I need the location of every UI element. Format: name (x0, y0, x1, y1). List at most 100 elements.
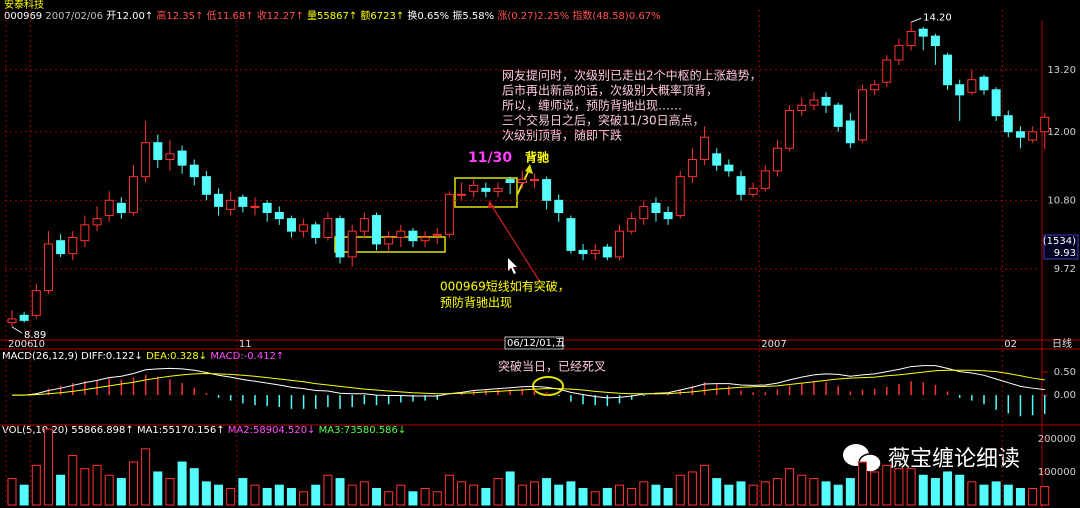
legend-item: 开12.00↑ (106, 11, 153, 22)
candle-body (274, 211, 284, 220)
volume-bar (748, 484, 758, 506)
volume-bar (882, 464, 892, 506)
legend-item: 额6723↑ (360, 9, 404, 22)
candle-body (1040, 116, 1050, 133)
volume-bar (858, 461, 867, 506)
volume-bar (444, 474, 454, 506)
volume-bar (31, 464, 41, 506)
volume-bar (833, 484, 843, 506)
legend-item: 量55867↑ (307, 10, 357, 22)
candle-body (80, 224, 90, 242)
divergence-label: 背驰 (525, 150, 549, 165)
volume-bar (930, 478, 940, 506)
note-line: 次级别顶背，随即下跌 (502, 128, 622, 143)
volume-bar (602, 487, 612, 506)
candle-body (359, 218, 369, 232)
legend-item: 55866.898↑ (71, 425, 133, 436)
volume-bar (845, 478, 855, 506)
macd-legend: MACD(26,12,9) DIFF:0.122↓ DEA:0.328↓ MAC… (2, 351, 284, 362)
volume-bar (517, 484, 527, 506)
candle-body (894, 45, 904, 61)
legend-item: DIFF:0.122↓ (81, 351, 143, 362)
volume-bar (177, 461, 187, 506)
volume-bar (943, 471, 953, 506)
candle-body (760, 170, 770, 189)
min-label: 8.89 (24, 330, 46, 341)
volume-bar (809, 478, 819, 506)
y-tick-label: 13.20 (1047, 65, 1076, 76)
volume-bar (250, 484, 260, 506)
volume-bar (615, 484, 624, 506)
y-tick-label: 0.00 (1054, 390, 1076, 401)
cursor-date: 06/12/01,五 (507, 338, 565, 349)
x-tick-label: 2007 (761, 339, 786, 350)
volume-bar (785, 468, 795, 506)
max-pointer (910, 17, 922, 23)
candle-body (372, 215, 381, 245)
volume-bar (772, 478, 782, 506)
volume-bar (80, 468, 90, 506)
volume-bar (1028, 487, 1038, 506)
max-label: 14.20 (923, 12, 952, 23)
candle-body (675, 176, 685, 217)
candle-body (1015, 131, 1025, 138)
vol-legend: VOL(5,10,20) 55866.898↑ MA1:55170.156↑ M… (2, 425, 406, 436)
y-tick-label: 0.50 (1054, 367, 1076, 378)
candle-body (444, 193, 454, 235)
volume-bar (493, 478, 503, 506)
candle-body (7, 318, 17, 324)
volume-bar (262, 487, 272, 506)
candle-body (104, 199, 114, 217)
volume-bar (529, 481, 539, 506)
candle-body (311, 224, 321, 239)
legend-item: 2007/02/06 (45, 11, 103, 22)
candle-body (408, 230, 418, 242)
volume-bar (967, 481, 977, 506)
period-label: 日线 (1052, 337, 1072, 350)
candle-body (116, 202, 126, 213)
candle-body (712, 153, 722, 166)
volume-bar (56, 474, 66, 506)
candle-body (687, 158, 697, 178)
candle-body (432, 233, 442, 236)
volume-bar (92, 464, 102, 506)
volume-bar (760, 481, 770, 506)
volume-bar (153, 471, 163, 506)
stock-title: 安泰科技 (4, 0, 44, 11)
candle-body (384, 237, 394, 245)
candle-body (566, 218, 576, 251)
volume-bar (590, 491, 600, 506)
candle-body (165, 153, 175, 160)
candle-body (189, 164, 199, 178)
legend-item: MACD(26,12,9) (2, 351, 78, 362)
candle-body (991, 89, 1001, 117)
volume-bar (469, 484, 479, 506)
candle-body (177, 150, 187, 166)
candle-body (821, 96, 831, 106)
volume-bar (1003, 484, 1013, 506)
volume-bar (104, 474, 114, 506)
volume-bar (274, 484, 284, 506)
volume-bar (639, 481, 649, 506)
volume-bar (663, 487, 673, 506)
candle-body (590, 249, 600, 255)
candle-body (845, 120, 855, 144)
volume-bar (651, 484, 661, 506)
candle-body (578, 249, 588, 255)
candle-body (31, 290, 41, 316)
volume-bar (675, 474, 685, 506)
candle-body (797, 104, 807, 111)
macd-line (12, 365, 1045, 399)
candle-body (979, 76, 989, 91)
candle-body (529, 179, 539, 182)
volume-bar (870, 471, 880, 506)
volume-bar (19, 484, 29, 506)
volume-bar (918, 474, 928, 506)
candle-body (724, 164, 734, 172)
candle-body (639, 205, 649, 220)
volume-bar (687, 471, 697, 506)
warning-line: 预防背驰出现 (440, 295, 512, 310)
watermark: 薇宝缠论细读 (888, 447, 1020, 472)
note-line: 网友提问时，次级别已走出2个中枢的上涨趋势， (502, 68, 762, 83)
min-pointer (11, 326, 23, 334)
